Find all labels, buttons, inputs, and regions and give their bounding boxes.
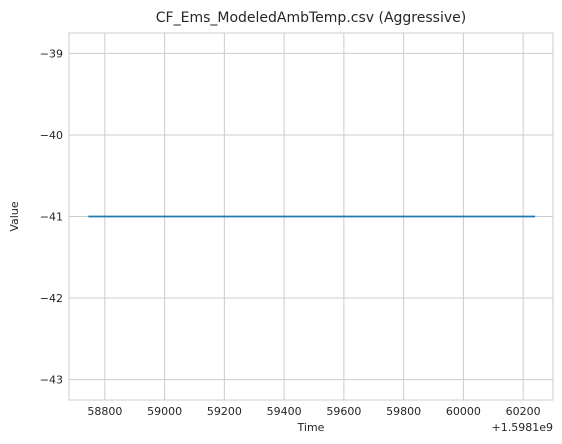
x-tick-label: 59800 [386, 405, 421, 418]
x-tick-label: 59400 [267, 405, 302, 418]
x-tick-label: 60000 [446, 405, 481, 418]
x-tick-label: 59200 [207, 405, 242, 418]
y-tick-label: −39 [40, 47, 63, 60]
tick-labels: 58800 59000 59200 59400 59600 59800 60000 60200… [40, 47, 541, 418]
x-axis-label: Time [297, 421, 325, 434]
x-axis-offset-label: +1.5981e9 [492, 421, 553, 434]
y-tick-label: −40 [40, 129, 63, 142]
y-tick-label: −43 [40, 374, 63, 387]
y-tick-label: −41 [40, 211, 63, 224]
x-tick-label: 59000 [147, 405, 182, 418]
x-tick-label: 58800 [87, 405, 122, 418]
y-tick-label: −42 [40, 292, 63, 305]
y-axis-label: Value [8, 201, 21, 231]
x-tick-label: 60200 [506, 405, 541, 418]
plot-frame [68, 32, 554, 401]
chart-title: CF_Ems_ModeledAmbTemp.csv (Aggressive) [156, 10, 466, 26]
x-tick-label: 59600 [326, 405, 361, 418]
